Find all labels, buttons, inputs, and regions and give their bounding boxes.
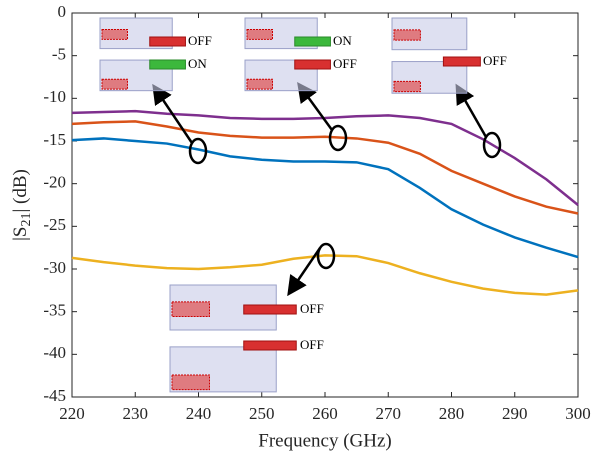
y-tick-label: -5 [52, 45, 66, 64]
annotation: OFF OFF [169, 242, 336, 393]
y-tick-label: -40 [43, 343, 66, 362]
annotation: OFF [391, 17, 507, 159]
annotation-label: ON [188, 56, 207, 71]
y-tick-label: -30 [43, 258, 66, 277]
y-label-sub: 21 [19, 213, 34, 227]
annotation: OFF ON [99, 17, 212, 165]
annotation-label: ON [333, 33, 352, 48]
port [246, 78, 273, 90]
switch [149, 36, 186, 47]
y-tick-label: -25 [43, 215, 66, 234]
y-tick-label: -15 [43, 130, 66, 149]
switch [294, 59, 331, 70]
arrow [152, 83, 194, 144]
x-tick-label: 250 [249, 404, 275, 423]
marker-ellipse [316, 242, 336, 270]
y-tick-label: -10 [43, 87, 66, 106]
y-tick-label: -45 [43, 386, 66, 405]
switch [243, 304, 297, 315]
port [101, 78, 128, 90]
arrow [297, 81, 334, 131]
x-tick-label: 280 [439, 404, 465, 423]
port [171, 301, 210, 317]
marker-ellipse [328, 124, 348, 152]
marker-ellipse [482, 131, 502, 159]
series-line [71, 254, 579, 296]
x-tick-label: 240 [186, 404, 212, 423]
annotation-label: OFF [300, 337, 324, 352]
x-tick-label: 300 [565, 404, 591, 423]
x-tick-label: 270 [376, 404, 402, 423]
y-label-part: | (dB) [10, 169, 31, 212]
switch [149, 59, 186, 70]
port [171, 374, 210, 391]
series-line [71, 120, 579, 215]
x-tick-label: 220 [59, 404, 85, 423]
annotation-label: OFF [188, 33, 212, 48]
switch [442, 56, 481, 67]
switch [243, 340, 297, 351]
y-label-part: |S [10, 227, 31, 241]
x-tick-label: 260 [312, 404, 338, 423]
y-tick-label: -35 [43, 301, 66, 320]
annotation: ON OFF [244, 17, 357, 152]
x-axis-label: Frequency (GHz) [258, 430, 391, 451]
y-tick-label: -20 [43, 173, 66, 192]
x-tick-label: 290 [502, 404, 528, 423]
port [101, 28, 128, 40]
marker-ellipse [188, 137, 208, 165]
port [393, 29, 421, 41]
annotation-label: OFF [300, 301, 324, 316]
port [393, 80, 421, 93]
series-line [71, 137, 579, 259]
y-tick-label: 0 [58, 2, 67, 21]
arrow [455, 83, 488, 138]
annotation-label: OFF [333, 56, 357, 71]
y-axis-label: |S21| (dB) [10, 169, 34, 241]
series-line [71, 109, 579, 206]
port [246, 28, 273, 40]
arrow [287, 247, 322, 297]
x-tick-label: 230 [123, 404, 149, 423]
switch [294, 36, 331, 47]
annotation-label: OFF [483, 53, 507, 68]
